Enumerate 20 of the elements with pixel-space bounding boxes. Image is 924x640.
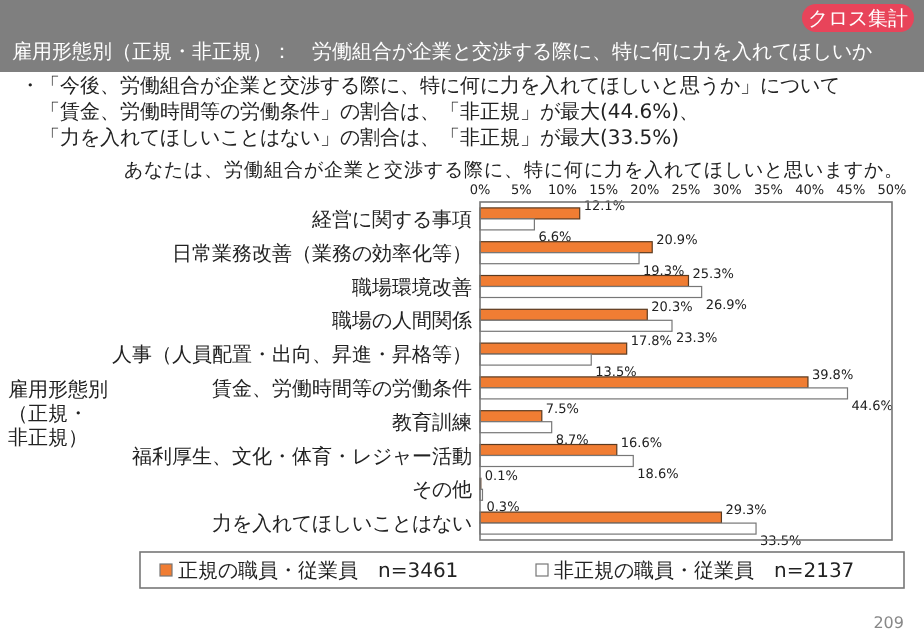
y-axis-title: 雇用形態別（正規・非正規） xyxy=(8,378,108,450)
y-tick-label: 経営に関する事項 xyxy=(310,207,472,232)
text: ・「今後、労働組合が企業と交渉する際に、特に何に力を入れてほしいと思うか」について xyxy=(20,74,840,98)
text: クロス集計 xyxy=(808,7,908,31)
text: 209 xyxy=(873,614,904,632)
y-tick-label: 職場環境改善 xyxy=(352,275,472,300)
y-tick-label: 日常業務改善（業務の効率化等） xyxy=(172,241,472,266)
chart-subtitle: あなたは、労働組合が企業と交渉する際に、特に何に力を入れてほしいと思いますか。 xyxy=(124,158,904,182)
legend-label: 非正規の職員・従業員 n=2137 xyxy=(554,559,855,583)
y-tick-label: 福利厚生、文化・体育・レジャー活動 xyxy=(132,444,472,469)
y-tick-label: 教育訓練 xyxy=(392,410,472,435)
chart-title: 雇用形態別（正規・非正規）： 労働組合が企業と交渉する際に、特に何に力を入れてほしいか xyxy=(12,40,872,64)
y-tick-label: その他 xyxy=(412,478,472,503)
text: 「力を入れてほしいことはない」の割合は、「非正規」が最大(33.5%) xyxy=(40,126,680,150)
y-tick-label: 力を入れてほしいことはない xyxy=(212,512,472,537)
y-tick-label: 賃金、労働時間等の労働条件 xyxy=(212,376,472,401)
legend-label: 正規の職員・従業員 n=3461 xyxy=(178,559,459,583)
text: 「賃金、労働時間等の労働条件」の割合は、「非正規」が最大(44.6%)、 xyxy=(40,100,700,124)
y-tick-label: 職場の人間関係 xyxy=(332,309,472,334)
y-tick-label: 人事（人員配置・出向、昇進・昇格等） xyxy=(112,343,472,368)
